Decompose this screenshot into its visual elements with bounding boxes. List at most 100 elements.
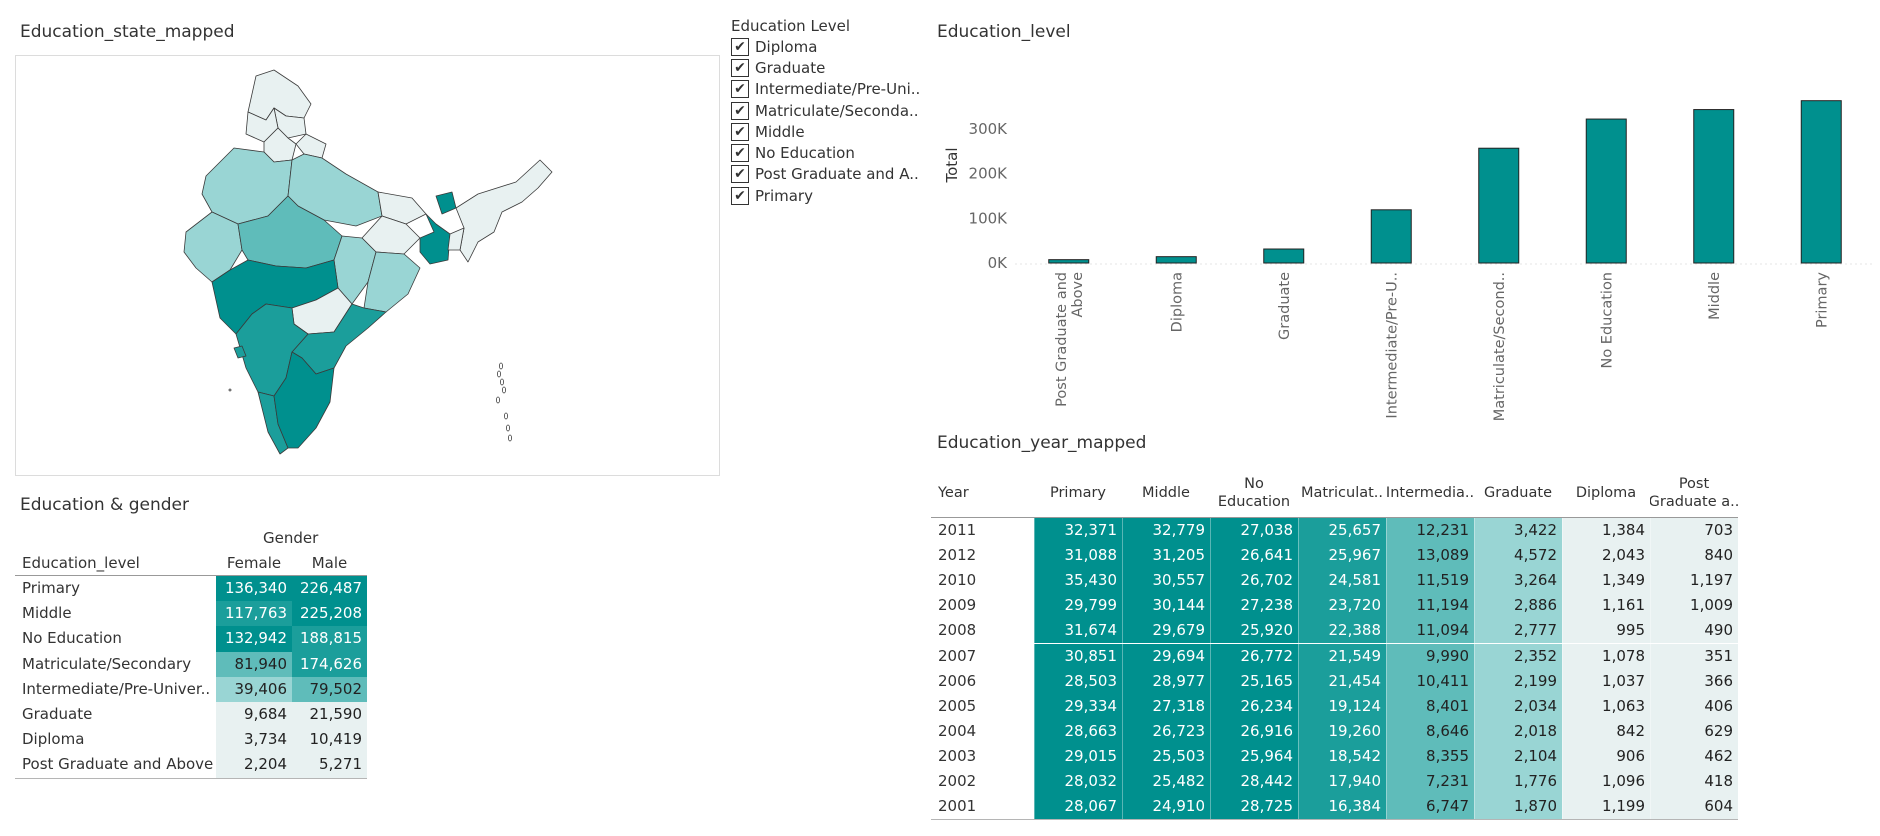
region-bihar[interactable] xyxy=(377,191,427,225)
checkbox-checked-icon[interactable]: ✔ xyxy=(731,101,749,120)
island-shape xyxy=(501,386,506,394)
table-cell: 840 xyxy=(1650,543,1738,569)
island-shape xyxy=(495,396,500,404)
bar[interactable] xyxy=(1263,248,1305,264)
region-tamil-nadu[interactable] xyxy=(273,351,335,449)
table-cell: 3,422 xyxy=(1474,518,1562,544)
filter-option[interactable]: ✔ Graduate xyxy=(731,57,931,78)
x-tick-label: Middle xyxy=(1707,272,1723,320)
bar[interactable] xyxy=(1370,209,1412,264)
table-cell: 2,104 xyxy=(1474,743,1562,769)
filter-option[interactable]: ✔ Primary xyxy=(731,185,931,206)
table-cell: 462 xyxy=(1650,743,1738,769)
bar[interactable] xyxy=(1048,259,1090,264)
checkbox-checked-icon[interactable]: ✔ xyxy=(731,58,749,77)
x-tick-label-line: Intermediate/Pre-U.. xyxy=(1384,272,1400,419)
bar[interactable] xyxy=(1155,256,1197,264)
table-row: Post Graduate and Above 2,204 5,271 xyxy=(15,752,367,778)
table-cell: 26,916 xyxy=(1210,718,1298,744)
region-uttarakhand[interactable] xyxy=(295,133,327,159)
filter-option[interactable]: ✔ Matriculate/Seconda.. xyxy=(731,100,931,121)
island-shape xyxy=(228,388,232,392)
table-cell: 22,388 xyxy=(1298,618,1386,644)
checkbox-checked-icon[interactable]: ✔ xyxy=(731,165,749,184)
region-north-east[interactable] xyxy=(455,159,553,263)
gender-table-header: Education_level Female Male xyxy=(15,551,367,576)
filter-option[interactable]: ✔ Middle xyxy=(731,121,931,142)
region-west-bengal[interactable] xyxy=(419,213,451,265)
education-level-bar-chart[interactable]: Total 0K 100K 200K 300K Post Graduate andAbo… xyxy=(935,50,1880,420)
x-tick-label-line: Primary xyxy=(1814,272,1830,328)
table-cell: 1,161 xyxy=(1562,593,1650,619)
year-table-column-header: No Education xyxy=(1210,468,1298,518)
bar[interactable] xyxy=(1478,147,1520,264)
female-column-header: Female xyxy=(226,554,282,572)
region-karnataka[interactable] xyxy=(235,303,309,397)
island-shape xyxy=(503,412,508,420)
bar-chart-title: Education_level xyxy=(937,22,1071,42)
bar[interactable] xyxy=(1800,100,1842,264)
table-cell: 28,067 xyxy=(1034,794,1122,820)
checkbox-checked-icon[interactable]: ✔ xyxy=(731,122,749,141)
year-label: 2005 xyxy=(938,696,977,715)
y-tick-label: 100K xyxy=(969,209,1009,227)
table-cell: 10,419 xyxy=(292,727,367,753)
filter-option[interactable]: ✔ Post Graduate and A.. xyxy=(731,164,931,185)
table-cell: 995 xyxy=(1562,618,1650,644)
checkbox-checked-icon[interactable]: ✔ xyxy=(731,186,749,205)
table-row: 2002 28,032 25,482 28,442 17,940 7,231 1,776 1,… xyxy=(931,769,1738,795)
filter-option[interactable]: ✔ Diploma xyxy=(731,36,931,57)
table-cell: 28,442 xyxy=(1210,769,1298,795)
row-label: Diploma xyxy=(22,730,85,749)
table-cell: 136,340 xyxy=(216,576,292,602)
india-choropleth-map[interactable] xyxy=(16,56,721,477)
filter-option-label: Matriculate/Seconda.. xyxy=(755,101,919,120)
table-cell: 11,194 xyxy=(1386,593,1474,619)
table-row: 2001 28,067 24,910 28,725 16,384 6,747 1,870 1,… xyxy=(931,794,1738,820)
y-tick-label: 200K xyxy=(969,165,1009,183)
table-cell: 29,015 xyxy=(1034,743,1122,769)
table-cell: 25,503 xyxy=(1122,743,1210,769)
checkbox-checked-icon[interactable]: ✔ xyxy=(731,144,749,163)
checkbox-checked-icon[interactable]: ✔ xyxy=(731,37,749,56)
region-sikkim[interactable] xyxy=(435,191,457,215)
island-shape xyxy=(505,424,510,432)
table-cell: 27,318 xyxy=(1122,693,1210,719)
education-level-filter[interactable]: Education Level ✔ Diploma ✔ Graduate ✔ Interm… xyxy=(731,16,931,206)
region-goa[interactable] xyxy=(233,345,247,359)
column-header-line: Matriculat.. xyxy=(1300,485,1384,501)
filter-option[interactable]: ✔ No Education xyxy=(731,142,931,163)
table-cell: 29,799 xyxy=(1034,593,1122,619)
row-label: Matriculate/Secondary xyxy=(22,654,192,673)
year-table-column-header: Graduate xyxy=(1474,468,1562,518)
table-cell: 2,886 xyxy=(1474,593,1562,619)
x-tick-label-line: Graduate xyxy=(1277,272,1293,340)
bar[interactable] xyxy=(1693,109,1735,264)
bar[interactable] xyxy=(1585,118,1627,264)
checkbox-checked-icon[interactable]: ✔ xyxy=(731,80,749,99)
table-cell: 28,977 xyxy=(1122,668,1210,694)
table-cell: 1,349 xyxy=(1562,568,1650,594)
x-tick-label-line: Middle xyxy=(1707,272,1723,320)
y-tick-label: 0K xyxy=(988,254,1009,272)
year-label: 2004 xyxy=(938,721,977,740)
table-cell: 2,777 xyxy=(1474,618,1562,644)
table-cell: 30,851 xyxy=(1034,643,1122,669)
table-row: 2003 29,015 25,503 25,964 18,542 8,355 2,104 90… xyxy=(931,743,1738,769)
table-cell: 7,231 xyxy=(1386,769,1474,795)
table-cell: 28,503 xyxy=(1034,668,1122,694)
filter-option-label: No Education xyxy=(755,144,855,163)
table-cell: 4,572 xyxy=(1474,543,1562,569)
table-cell: 8,355 xyxy=(1386,743,1474,769)
table-cell: 28,032 xyxy=(1034,769,1122,795)
education-level-header: Education_level xyxy=(22,554,140,572)
row-label: Middle xyxy=(22,604,72,623)
table-row: 2007 30,851 29,694 26,772 21,549 9,990 2,352 1,… xyxy=(931,643,1738,669)
education-state-map[interactable] xyxy=(15,55,720,476)
table-cell: 9,990 xyxy=(1386,643,1474,669)
table-cell: 3,264 xyxy=(1474,568,1562,594)
table-row: Intermediate/Pre-Univer.. 39,406 79,502 xyxy=(15,676,367,702)
filter-option[interactable]: ✔ Intermediate/Pre-Uni.. xyxy=(731,79,931,100)
region-meghalaya[interactable] xyxy=(447,227,465,251)
table-row: 2012 31,088 31,205 26,641 25,967 13,089 4,572 2… xyxy=(931,543,1738,569)
